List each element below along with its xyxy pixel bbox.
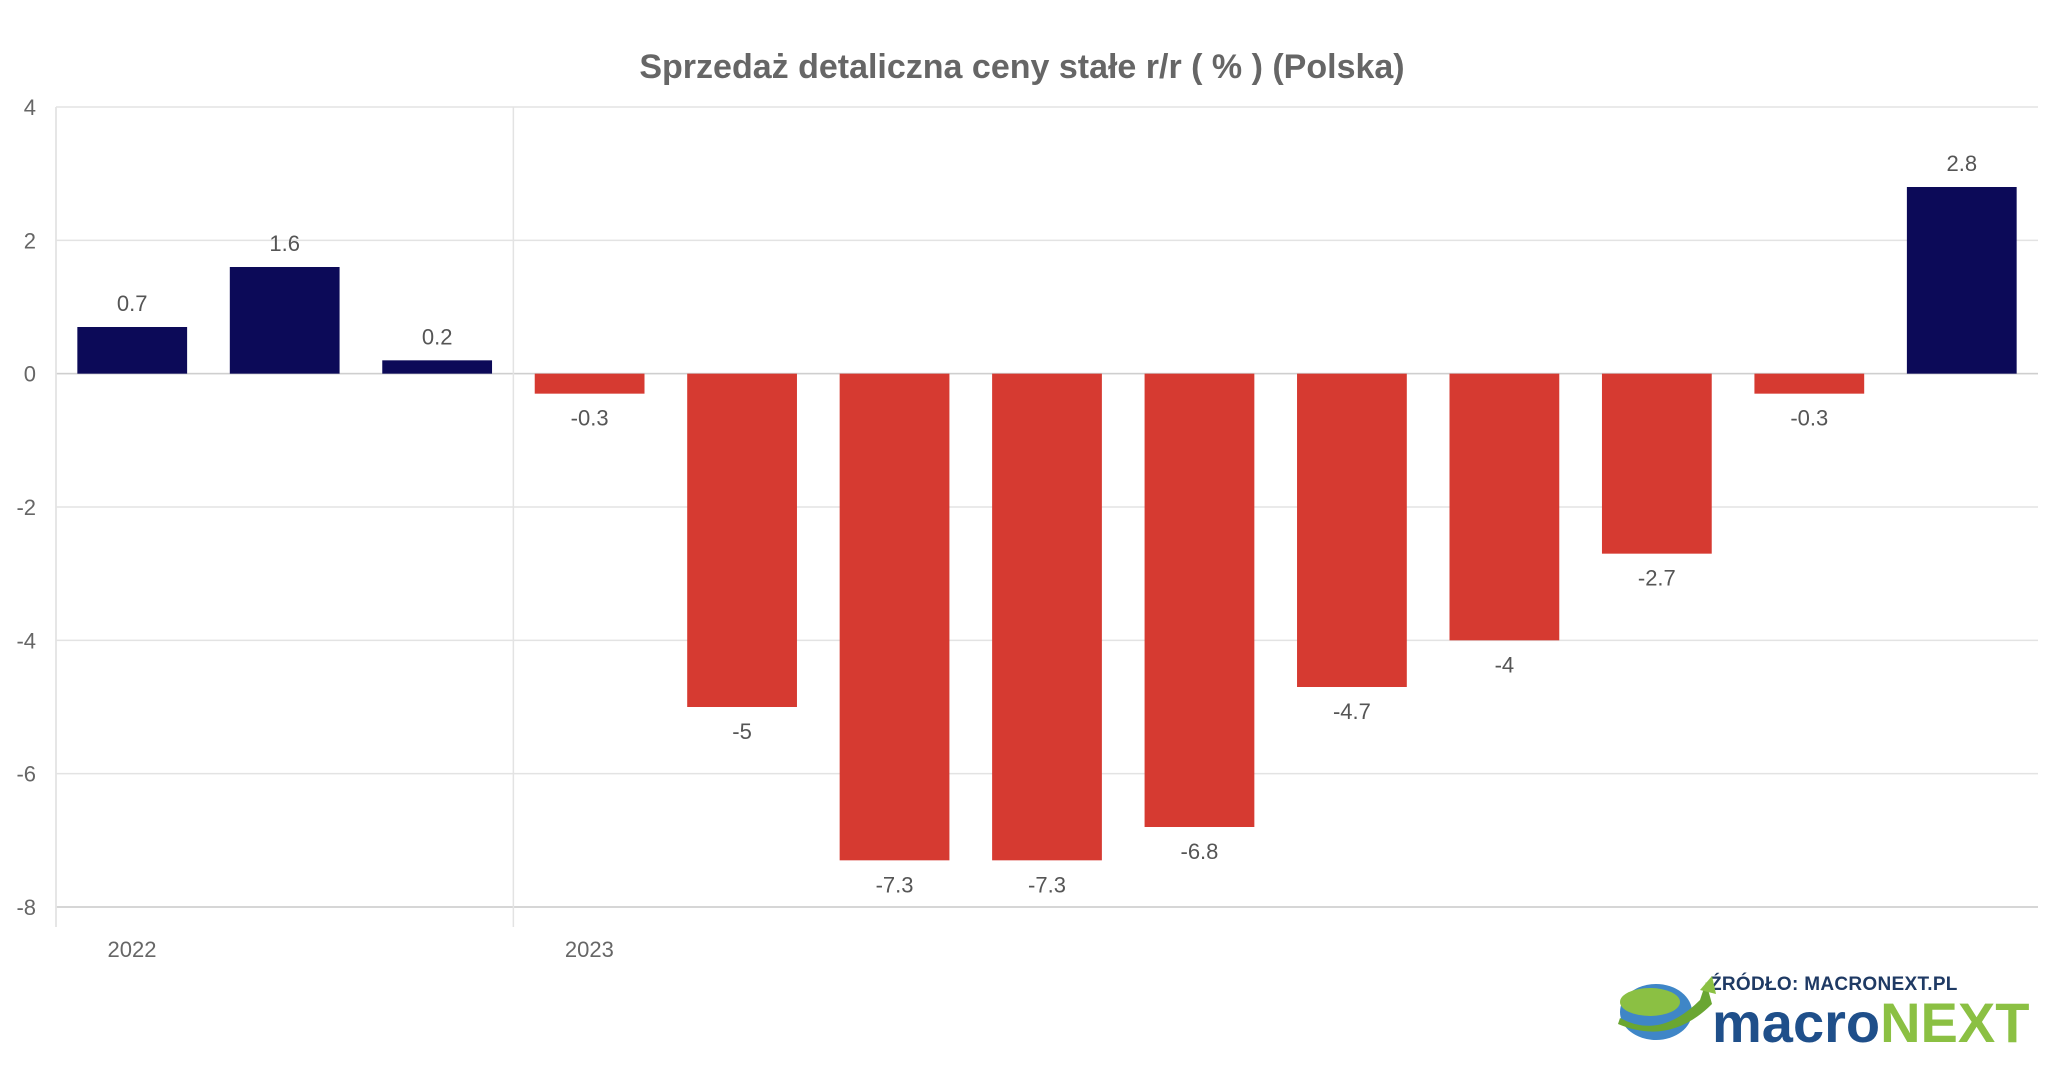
y-tick-label: -4 [16, 628, 36, 653]
bar [1297, 373, 1407, 687]
x-period-dividers [55, 107, 515, 927]
y-tick-label: -8 [16, 895, 36, 920]
logo-wordmark-macro: macro [1712, 991, 1880, 1054]
data-label: -2.7 [1638, 566, 1676, 591]
y-tick-label: 2 [24, 228, 36, 253]
bar [687, 373, 797, 707]
data-label: 0.2 [422, 324, 453, 349]
y-axis-ticks: 4 2 0 -2 -4 -6 -8 [16, 95, 36, 920]
bar [382, 360, 493, 374]
data-label: -4.7 [1333, 699, 1371, 724]
y-tick-label: -6 [16, 762, 36, 787]
data-label: 0.7 [117, 291, 148, 316]
bar [1754, 373, 1865, 394]
data-label: -7.3 [1028, 872, 1066, 897]
data-label: -0.3 [571, 406, 609, 431]
x-axis-ticks: 2022 2023 [108, 937, 614, 962]
bar [77, 327, 188, 374]
chart-title: Sprzedaż detaliczna ceny stałe r/r ( % )… [639, 48, 1404, 86]
data-label: -0.3 [1790, 406, 1828, 431]
source-logo: ŹRÓDŁO: MACRONEXT.PL macroNEXT [1618, 973, 2029, 1054]
logo-wordmark-next: NEXT [1880, 991, 2029, 1054]
x-tick-label: 2022 [108, 937, 157, 962]
bar [534, 373, 645, 394]
bar [1144, 373, 1255, 827]
y-tick-label: 0 [24, 362, 36, 387]
bar [1449, 373, 1560, 641]
data-label: -7.3 [876, 872, 914, 897]
bars [77, 187, 2017, 861]
logo-wordmark: macroNEXT [1712, 991, 2029, 1054]
bar [992, 373, 1102, 861]
y-tick-label: 4 [24, 95, 36, 120]
x-tick-label: 2023 [565, 937, 614, 962]
bar [1601, 373, 1712, 554]
data-label: 1.6 [269, 231, 300, 256]
bar [229, 267, 340, 374]
data-label: -5 [732, 719, 752, 744]
globe-logo-icon [1618, 976, 1716, 1040]
data-label: 2.8 [1946, 151, 1977, 176]
source-text: ŹRÓDŁO: MACRONEXT.PL [1710, 973, 1958, 995]
y-tick-label: -2 [16, 495, 36, 520]
data-label: -6.8 [1181, 839, 1219, 864]
bar [839, 373, 950, 861]
bar [1906, 187, 2017, 374]
data-label: -4 [1495, 652, 1515, 677]
data-labels: 0.7 1.6 0.2 -0.3 -5 -7.3 -7.3 -6.8 -4.7 -4 -2.7 -0.… [117, 151, 1977, 897]
